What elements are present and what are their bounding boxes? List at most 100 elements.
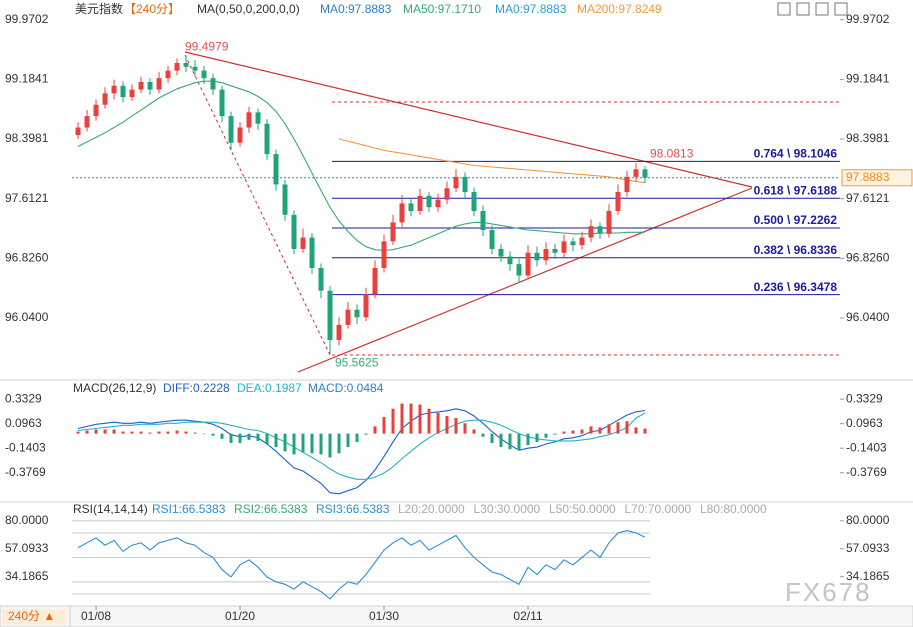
macd-bar <box>616 422 620 434</box>
legend-entry: MACD:0.0484 <box>308 381 384 395</box>
candle-body <box>201 70 207 79</box>
candle-body <box>120 85 126 98</box>
macd-bar <box>364 433 368 435</box>
period-label[interactable]: 240分 ▲ <box>8 609 55 623</box>
y-tick-label: 34.1865 <box>5 569 49 583</box>
candle-body <box>390 222 396 242</box>
candle-body <box>372 267 378 295</box>
macd-bar <box>391 408 395 434</box>
macd-bar <box>310 433 314 454</box>
x-tick-label: 01/20 <box>225 609 255 623</box>
y-tick-label: 0.3329 <box>846 391 883 405</box>
macd-bar <box>427 408 431 434</box>
macd-bar <box>193 432 197 434</box>
toolbar-button[interactable] <box>796 2 810 16</box>
macd-bar <box>418 404 422 434</box>
macd-bar <box>112 429 116 434</box>
candle-body <box>318 267 324 291</box>
panel-title: RSI(14,14,14) <box>73 502 148 516</box>
candle-body <box>561 241 567 253</box>
y-tick-label: 57.0933 <box>5 541 49 555</box>
fib-label: 0.618 \ 97.6188 <box>754 183 838 197</box>
y-tick-label: 97.6121 <box>846 191 890 205</box>
y-tick-label: 80.0000 <box>846 513 890 527</box>
candle-body <box>426 195 432 208</box>
indicator-line <box>77 412 646 480</box>
macd-bar <box>130 431 134 434</box>
legend-entry: MA50:97.1710 <box>403 2 481 16</box>
watermark: FX678 <box>785 577 872 607</box>
macd-bar <box>175 430 179 434</box>
candle-body <box>282 184 288 215</box>
x-tick-label: 01/30 <box>369 609 399 623</box>
candle-body <box>381 241 387 268</box>
indicator-line <box>77 408 646 495</box>
macd-bar <box>400 403 404 434</box>
ma-line <box>338 138 646 184</box>
candle-body <box>363 294 369 318</box>
toolbar-button[interactable] <box>834 2 848 16</box>
macd-bar <box>265 433 269 445</box>
macd-bar <box>256 433 260 441</box>
legend-entry: MA0:97.8883 <box>495 2 567 16</box>
candle-body <box>354 309 360 318</box>
y-tick-label: 0.3329 <box>5 391 42 405</box>
candle-body <box>219 89 225 117</box>
candle-body <box>75 127 81 136</box>
macd-bar <box>508 433 512 450</box>
candle-body <box>156 78 162 90</box>
candle-body <box>183 63 189 67</box>
candle-body <box>300 237 306 249</box>
candle-body <box>246 112 252 128</box>
macd-bar <box>580 429 584 434</box>
candle-body <box>534 252 540 261</box>
y-tick-label: 0.0963 <box>846 416 883 430</box>
macd-bar <box>184 431 188 434</box>
macd-bar <box>445 416 449 434</box>
fib-label: 0.382 \ 96.8336 <box>754 243 838 257</box>
y-tick-label: 96.0400 <box>5 310 49 324</box>
macd-bar <box>202 433 206 435</box>
macd-bar <box>499 433 503 448</box>
y-tick-label: -0.1403 <box>846 440 887 454</box>
candle-body <box>471 192 477 212</box>
trend-line <box>184 51 753 188</box>
macd-bar <box>517 433 521 451</box>
macd-bar <box>544 433 548 438</box>
toolbar-button[interactable] <box>777 2 791 16</box>
fib-label: 0.764 \ 98.1046 <box>754 146 838 160</box>
drawings <box>184 51 840 373</box>
trend-line <box>297 187 753 373</box>
macd-bar <box>283 433 287 452</box>
candle-body <box>111 85 117 94</box>
candle-body <box>606 211 612 234</box>
indicator-line <box>77 530 646 600</box>
y-tick-label: -0.3769 <box>5 465 46 479</box>
y-tick-label: 57.0933 <box>846 541 890 555</box>
period-button[interactable] <box>2 609 66 625</box>
fib-label: 0.500 \ 97.2262 <box>754 213 838 227</box>
candle-body <box>210 78 216 90</box>
last-price-badge <box>841 169 913 187</box>
candle-body <box>291 214 297 249</box>
candle-body <box>624 176 630 193</box>
candle-body <box>309 237 315 268</box>
candle-body <box>480 211 486 230</box>
macd-bar <box>238 433 242 443</box>
candle-body <box>507 256 513 265</box>
ma-line <box>77 80 646 252</box>
swing-line <box>184 54 331 356</box>
candle-body <box>462 176 468 193</box>
candle-body <box>165 70 171 79</box>
toolbar-button[interactable] <box>815 2 829 16</box>
macd-bar <box>589 426 593 434</box>
candle-body <box>597 226 603 234</box>
candle-body <box>264 123 270 155</box>
candle-body <box>237 127 243 143</box>
macd-bar <box>94 429 98 434</box>
candle-body <box>453 176 459 189</box>
candle-body <box>345 309 351 325</box>
y-tick-label: 96.0400 <box>846 310 890 324</box>
y-tick-label: 96.8260 <box>5 251 49 265</box>
macd-bar <box>76 431 80 434</box>
